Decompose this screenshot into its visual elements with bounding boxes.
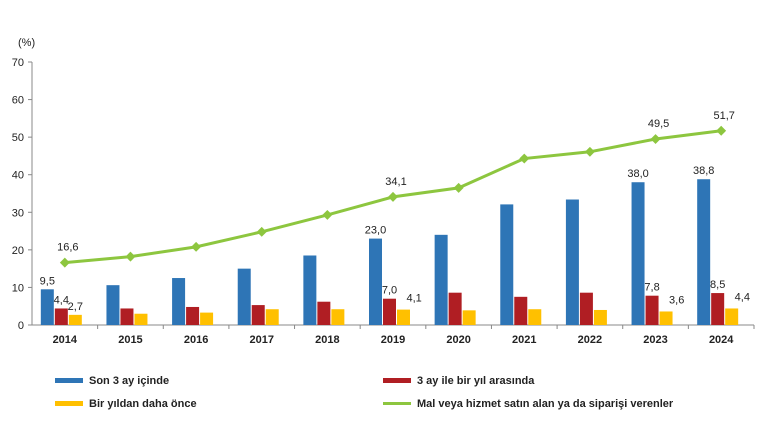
x-tick-label: 2014: [53, 334, 78, 346]
data-label: 38,0: [627, 168, 648, 180]
bar: [528, 309, 542, 325]
y-tick-label: 50: [12, 132, 24, 144]
bar: [331, 309, 345, 325]
y-tick-label: 20: [12, 245, 24, 257]
legend-label: Son 3 ay içinde: [89, 375, 169, 387]
bar: [631, 182, 645, 325]
bar: [369, 238, 382, 325]
bar: [711, 293, 725, 325]
x-tick-label: 2018: [315, 334, 339, 346]
x-tick-label: 2023: [643, 334, 667, 346]
y-tick-label: 30: [12, 207, 24, 219]
bar: [383, 298, 396, 325]
data-label: 9,5: [40, 275, 55, 287]
bar: [265, 309, 279, 325]
bar: [68, 314, 82, 325]
line-point: [453, 182, 464, 193]
bar: [317, 301, 331, 325]
legend-label: Bir yıldan daha önce: [89, 398, 197, 410]
x-tick-label: 2017: [249, 334, 273, 346]
bar: [40, 289, 54, 325]
x-tick-label: 2020: [446, 334, 470, 346]
line-point: [256, 226, 267, 237]
line-point: [191, 241, 202, 252]
bar: [303, 255, 317, 325]
bar: [200, 312, 214, 325]
bar: [593, 309, 607, 325]
x-tick-label: 2022: [578, 334, 602, 346]
legend-label: Mal veya hizmet satın alan ya da sipariş…: [417, 398, 674, 410]
legend-swatch: [55, 378, 83, 383]
bar: [500, 204, 514, 325]
bar: [251, 305, 265, 325]
data-label: 4,4: [54, 294, 69, 306]
bar: [462, 310, 476, 325]
bar: [659, 311, 673, 325]
data-label: 34,1: [385, 176, 406, 188]
data-label: 38,8: [693, 165, 714, 177]
y-tick-label: 0: [18, 320, 24, 332]
data-label: 3,6: [669, 294, 684, 306]
data-label: 4,4: [735, 291, 750, 303]
line-point: [125, 251, 136, 262]
data-label: 2,7: [68, 301, 83, 313]
line-point: [388, 191, 398, 202]
line-point: [322, 209, 333, 220]
x-tick-label: 2015: [118, 334, 142, 346]
data-label: 7,0: [382, 285, 397, 297]
y-tick-label: 70: [12, 57, 24, 69]
line-point: [716, 125, 727, 136]
x-tick-label: 2024: [709, 334, 734, 346]
y-tick-label: 40: [12, 170, 24, 182]
legend: Son 3 ay içinde 3 ay ile bir yıl arasında…: [55, 375, 674, 410]
bar: [120, 308, 134, 325]
data-label: 51,7: [713, 110, 734, 122]
bar: [565, 199, 579, 325]
bar: [54, 308, 68, 325]
bar: [434, 234, 448, 325]
data-label: 49,5: [648, 118, 669, 130]
bar: [397, 309, 410, 325]
line-point: [519, 153, 530, 164]
x-tick-label: 2021: [512, 334, 536, 346]
line-point: [59, 257, 70, 268]
bar: [172, 278, 186, 325]
bar: [645, 295, 659, 325]
bars: [40, 179, 739, 325]
x-tick-label: 2019: [381, 334, 405, 346]
bar: [186, 306, 200, 325]
bar: [697, 179, 711, 325]
legend-swatch: [55, 401, 83, 406]
axes: 0 10 20 30 40 50 60 70 2014 2015 2016 2017 2018 2019 2…: [12, 57, 755, 346]
line-point: [584, 146, 595, 157]
data-label: 23,0: [365, 225, 386, 237]
legend-swatch: [383, 378, 411, 383]
line-point: [650, 134, 661, 144]
bar: [106, 285, 120, 325]
x-tick-label: 2016: [184, 334, 208, 346]
bar: [579, 292, 593, 325]
unit-label: (%): [18, 37, 35, 49]
bar: [725, 308, 739, 325]
data-label: 8,5: [710, 279, 725, 291]
legend-label: 3 ay ile bir yıl arasında: [417, 375, 535, 387]
line-series: [59, 125, 727, 268]
data-label: 4,1: [407, 293, 422, 305]
data-labels: 9,5 23,0 38,0 38,8 4,4 7,0 7,8 8,5 2,7 4,1 3,6 4,4 1…: [40, 110, 750, 313]
data-label: 16,6: [57, 242, 78, 254]
bar: [514, 296, 528, 325]
bar: [237, 268, 251, 325]
bar: [134, 313, 148, 325]
bar: [448, 292, 462, 325]
data-label: 7,8: [644, 282, 659, 294]
y-tick-label: 60: [12, 95, 24, 107]
y-tick-label: 10: [12, 282, 24, 294]
